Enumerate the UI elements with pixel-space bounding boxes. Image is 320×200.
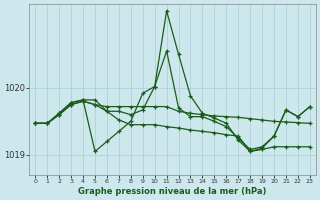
X-axis label: Graphe pression niveau de la mer (hPa): Graphe pression niveau de la mer (hPa) [78,187,267,196]
